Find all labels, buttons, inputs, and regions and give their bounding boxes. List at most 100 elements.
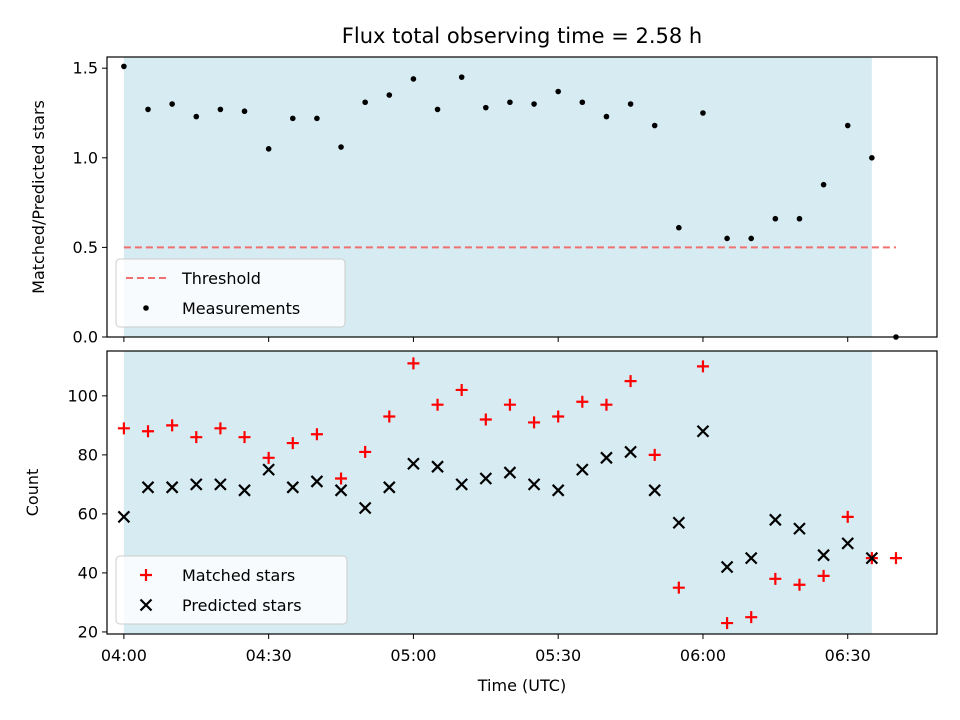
data-point [841,510,854,523]
y-tick-label: 1.0 [73,148,98,167]
data-point [603,113,610,120]
data-point [507,99,513,106]
data-point [648,484,661,497]
data-point [576,395,589,408]
data-point [769,572,782,585]
data-point [724,235,730,242]
data-point [386,92,393,98]
data-point [579,99,586,106]
data-point [455,478,468,491]
data-point [359,445,372,458]
data-point [720,560,734,574]
data-point [117,510,131,524]
data-point [841,537,855,550]
y-tick-label: 100 [67,386,98,405]
y-tick-label: 0.5 [73,238,98,257]
y-tick-label: 20 [78,622,98,641]
data-point [648,448,661,461]
data-point [383,410,396,423]
data-point [696,360,709,373]
data-point [552,410,565,423]
data-point [817,548,830,562]
data-point [624,375,637,388]
data-point [434,106,441,113]
data-point [528,416,541,429]
data-point [238,484,251,497]
data-point [744,551,758,565]
data-point [865,551,879,565]
data-point [889,552,902,565]
legend-marker-swatch [143,305,149,311]
data-point [407,357,420,370]
data-point [700,110,706,116]
data-point [769,513,782,527]
legend-label: Measurements [182,299,300,318]
plot-frame [106,56,938,338]
data-point [214,478,227,491]
data-point [190,431,203,444]
data-point [117,422,130,435]
legend-label: Matched stars [182,566,295,585]
data-point [310,475,324,488]
data-point [627,101,634,107]
y-tick-label: 60 [78,504,98,523]
data-point [286,481,300,494]
data-point [169,101,175,107]
y-tick-label: 0.0 [73,328,98,347]
x-tick-label: 06:30 [825,646,871,665]
data-point [358,501,372,515]
legend-box [115,555,348,625]
data-point [600,398,613,411]
data-point [431,460,444,473]
data-point [362,99,368,106]
data-point [334,484,348,497]
data-point [241,108,248,115]
y-tick-label: 40 [78,563,98,582]
data-point [262,451,275,464]
x-tick-label: 05:30 [535,646,581,665]
legend-marker-swatch [139,598,153,612]
y-axis-label: Count [23,469,42,517]
data-point [793,522,806,535]
data-point [576,463,589,476]
data-point [555,88,561,95]
data-point [458,74,465,80]
data-point [869,155,875,161]
legend: Threshold Measurements [115,258,346,328]
legend-label: Threshold [181,269,261,288]
data-point [142,425,155,438]
data-point [721,617,734,630]
data-point [286,437,299,450]
data-point [600,451,613,465]
data-point [676,224,682,231]
data-point [672,581,685,594]
chart-title: Flux total observing time = 2.58 h [342,24,702,48]
data-point [483,104,489,111]
data-point [820,181,827,188]
data-point [410,76,417,82]
data-point [672,516,686,530]
data-point [335,472,348,485]
legend-marker-swatch [140,569,152,581]
data-point [796,215,803,222]
data-point [166,419,179,432]
ratio-panel: 0.0 0.5 1.0 1.5 Matched/Predicted stars Thres… [29,56,938,347]
data-point [189,478,203,491]
data-point [217,106,224,113]
data-point [238,431,251,444]
legend-box [115,258,346,328]
x-tick-label: 04:30 [246,646,292,665]
data-point [383,481,396,494]
data-point [745,611,758,624]
data-point [338,144,344,150]
data-point [696,424,710,438]
data-point [407,457,420,471]
data-point [527,478,541,491]
count-panel: 20 40 60 80 100 04:00 04:30 05:00 05:30 06:00 06:3… [23,350,938,665]
data-point [165,481,179,494]
x-tick-label: 04:00 [101,646,147,665]
series-matched-stars [117,357,902,630]
data-point [141,481,155,494]
data-point [431,398,444,411]
